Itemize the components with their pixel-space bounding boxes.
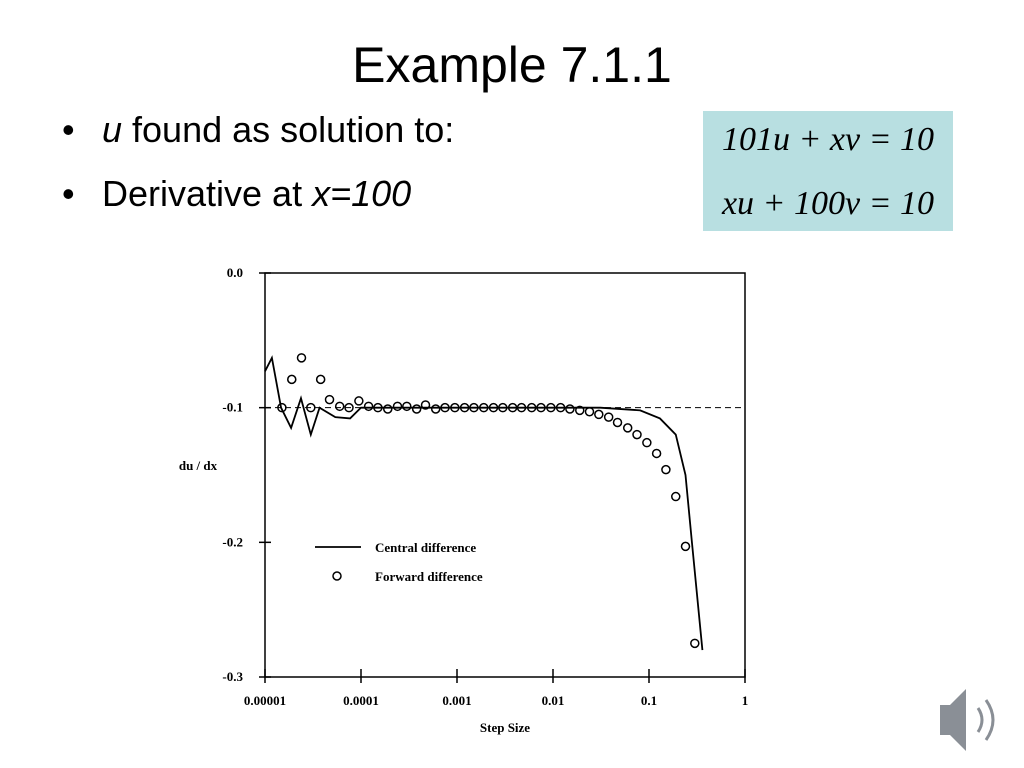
y-tick-label: -0.3: [222, 669, 243, 684]
data-point: [459, 402, 470, 413]
data-point: [324, 394, 335, 405]
x-tick-label: 0.00001: [244, 693, 286, 708]
data-point: [277, 402, 287, 413]
data-point: [383, 404, 393, 414]
data-point: [594, 409, 604, 420]
data-point: [565, 404, 575, 414]
data-point: [690, 638, 700, 649]
x-tick-label: 0.0001: [343, 693, 379, 708]
data-point: [498, 402, 508, 413]
legend-label: Forward difference: [375, 569, 483, 584]
data-point: [402, 401, 412, 412]
data-point: [296, 353, 307, 363]
data-point: [680, 541, 691, 552]
data-point: [555, 402, 566, 413]
data-point: [430, 404, 441, 414]
data-point: [632, 429, 642, 440]
bullet: Derivative at x=100: [102, 173, 411, 214]
data-point: [536, 402, 546, 413]
bullet-mark: •: [62, 109, 75, 150]
x-axis-label: Step Size: [480, 720, 530, 735]
data-point: [516, 402, 527, 413]
bullet-italic: x=100: [310, 173, 411, 214]
data-point: [469, 402, 479, 413]
data-point: [420, 400, 431, 410]
data-point: [363, 401, 374, 412]
y-axis-label: du / dx: [179, 458, 218, 473]
y-tick-label: 0.0: [227, 265, 243, 280]
data-point: [392, 401, 403, 412]
x-tick-label: 0.001: [442, 693, 471, 708]
data-point: [373, 402, 383, 413]
plot-frame: [264, 272, 746, 678]
x-tick-label: 0.01: [542, 693, 565, 708]
data-point: [651, 448, 662, 459]
data-line: [264, 355, 704, 651]
y-tick-label: -0.2: [222, 534, 243, 549]
data-point: [450, 402, 460, 413]
data-point: [671, 491, 681, 502]
data-point: [440, 402, 450, 413]
data-point: [603, 412, 614, 422]
slide-title: Example 7.1.1: [352, 37, 672, 93]
data-point: [287, 374, 297, 385]
speaker-icon[interactable]: [940, 689, 995, 751]
data-point: [315, 374, 326, 385]
legend-label: Central difference: [375, 540, 476, 555]
x-tick-label: 0.1: [641, 693, 657, 708]
data-point: [344, 402, 354, 413]
data-point: [354, 396, 364, 406]
data-point: [622, 423, 633, 433]
equation: xu + 100v = 10: [721, 185, 934, 222]
data-point: [306, 402, 316, 413]
y-tick-label: -0.1: [222, 400, 243, 415]
data-point: [411, 404, 422, 414]
legend-marker: [332, 571, 342, 581]
bullet-text: Derivative at: [102, 173, 312, 214]
data-point: [507, 402, 518, 413]
data-point: [334, 401, 345, 412]
data-point: [642, 437, 652, 448]
data-point: [575, 405, 585, 416]
equation: 101u + xv = 10: [722, 121, 934, 158]
data-point: [661, 464, 671, 475]
bullet-text: found as solution to:: [122, 109, 454, 150]
bullet-italic: u: [102, 109, 122, 150]
x-tick-label: 1: [742, 693, 749, 708]
speaker-waves: [976, 699, 995, 741]
speaker-body: [940, 689, 966, 751]
equation-box: [703, 111, 953, 231]
data-point: [479, 402, 489, 413]
bullet-mark: •: [62, 173, 75, 214]
data-point: [612, 417, 623, 428]
data-point: [584, 406, 595, 417]
data-point: [526, 402, 537, 413]
data-point: [488, 402, 499, 413]
data-point: [546, 402, 556, 413]
bullet: u found as solution to:: [102, 109, 454, 150]
